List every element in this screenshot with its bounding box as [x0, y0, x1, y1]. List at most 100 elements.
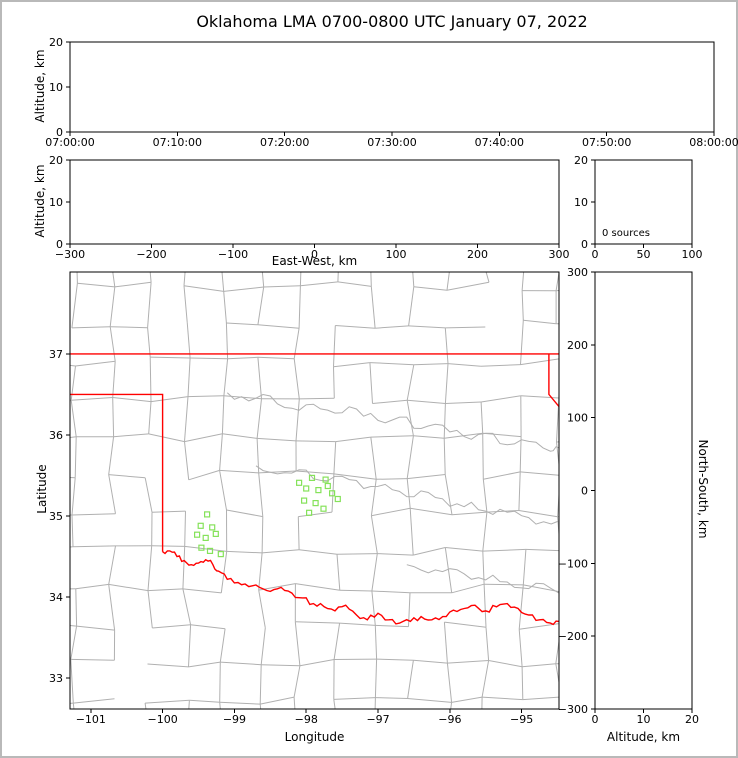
- plot-frame: [594, 159, 693, 245]
- x-tick-label: −300: [55, 248, 85, 261]
- x-tick-label: 100: [682, 248, 703, 261]
- y-tick-label: 200: [567, 339, 588, 352]
- altitude-histogram-plot: 0 50 100 0 10 20 0 sources: [574, 154, 703, 261]
- eastwest-xlabel: East-West, km: [271, 254, 358, 268]
- x-tick-label: −96: [438, 713, 461, 726]
- panel-time-altitude: 07:00:00 07:10:00 07:20:00 07:30:00 07:40:00…: [45, 36, 738, 149]
- y-tick-label: −100: [558, 557, 588, 570]
- source-marker: [315, 487, 322, 494]
- x-tick-label: −101: [76, 713, 106, 726]
- plot-frame: [69, 271, 560, 710]
- panel-altitude-histogram: 0 50 100 0 10 20 0 sources: [574, 154, 703, 261]
- panel-eastwest-altitude: −300 −200 −100 0 100 200 300 0 10 20: [49, 154, 570, 261]
- source-marker: [308, 474, 316, 481]
- source-marker: [217, 551, 224, 558]
- y-tick-label: 20: [49, 154, 63, 167]
- east-border: [548, 353, 559, 408]
- y-tick-label: −200: [558, 630, 588, 643]
- axis-ticks: −300 −200 −100 0 100 200 300 0 10 20: [49, 154, 570, 261]
- y-tick-label: 10: [574, 196, 588, 209]
- map-layers: [70, 272, 559, 709]
- plot-frame: [69, 41, 715, 133]
- axis-ticks: 0 10 20 300 200 100 0 −100 −200 −300: [558, 266, 699, 726]
- x-tick-label: 100: [386, 248, 407, 261]
- x-tick-label: 07:00:00: [45, 136, 94, 149]
- x-tick-label: 0: [592, 713, 599, 726]
- x-tick-label: 300: [549, 248, 570, 261]
- x-tick-label: −200: [136, 248, 166, 261]
- eastwest-altitude-ylabel: Altitude, km: [33, 164, 47, 238]
- county-lines: [70, 272, 559, 709]
- x-tick-label: −98: [295, 713, 318, 726]
- x-tick-label: −100: [148, 713, 178, 726]
- y-tick-label: 35: [49, 510, 63, 523]
- x-tick-label: 07:40:00: [475, 136, 524, 149]
- y-tick-label: 10: [49, 81, 63, 94]
- y-tick-label: 0: [581, 238, 588, 251]
- northsouth-xlabel: Altitude, km: [606, 730, 681, 744]
- source-marker: [296, 479, 303, 486]
- source-marker: [306, 509, 313, 516]
- x-tick-label: 0: [311, 248, 318, 261]
- y-tick-label: 36: [49, 429, 63, 442]
- state-border-lines: [70, 353, 559, 626]
- x-tick-label: 07:20:00: [260, 136, 309, 149]
- texas-panhandle-border: [70, 393, 164, 552]
- x-tick-label: 07:30:00: [367, 136, 416, 149]
- figure-title: Oklahoma LMA 0700-0800 UTC January 07, 2…: [196, 12, 588, 31]
- source-marker: [334, 495, 341, 503]
- x-tick-label: −95: [510, 713, 533, 726]
- y-tick-label: 0: [56, 238, 63, 251]
- x-tick-label: 10: [637, 713, 651, 726]
- northsouth-altitude-plot: 0 10 20 300 200 100 0 −100 −200 −300: [558, 266, 699, 726]
- y-tick-label: 0: [56, 126, 63, 139]
- y-tick-label: 10: [49, 196, 63, 209]
- source-marker: [324, 482, 331, 490]
- y-tick-label: −300: [558, 703, 588, 716]
- y-tick-label: 0: [581, 485, 588, 498]
- x-tick-label: 07:10:00: [153, 136, 202, 149]
- source-marker: [198, 544, 205, 551]
- x-tick-label: 200: [467, 248, 488, 261]
- x-tick-label: 20: [685, 713, 699, 726]
- map-xlabel: Longitude: [284, 730, 345, 744]
- source-marker: [206, 547, 214, 554]
- plan-view-map-plot: −101 −100 −99 −98 −97 −96 −95 33 34 35 36 37: [49, 271, 560, 726]
- y-tick-label: 20: [49, 36, 63, 49]
- source-marker: [303, 485, 310, 492]
- x-tick-label: 07:50:00: [582, 136, 631, 149]
- source-marker: [322, 476, 329, 483]
- source-count-annotation: 0 sources: [602, 228, 650, 239]
- northsouth-ylabel: North-South, km: [696, 439, 710, 539]
- source-marker: [202, 534, 209, 541]
- y-tick-label: 300: [567, 266, 588, 279]
- y-tick-label: 34: [49, 591, 63, 604]
- x-tick-label: 08:00:00: [689, 136, 738, 149]
- time-altitude-plot: 07:00:00 07:10:00 07:20:00 07:30:00 07:40:00…: [45, 36, 738, 149]
- source-marker: [193, 531, 201, 538]
- time-altitude-ylabel: Altitude, km: [33, 49, 47, 123]
- eastwest-altitude-plot: −300 −200 −100 0 100 200 300 0 10 20: [49, 154, 570, 261]
- x-tick-label: −97: [366, 713, 389, 726]
- x-tick-label: −100: [218, 248, 248, 261]
- y-tick-label: 20: [574, 154, 588, 167]
- axis-ticks: 0 50 100 0 10 20: [574, 154, 703, 261]
- river-lines: [226, 392, 559, 594]
- x-tick-label: 50: [637, 248, 651, 261]
- source-marker: [329, 490, 336, 497]
- axis-ticks: −101 −100 −99 −98 −97 −96 −95 33 34 35 36 37: [49, 348, 533, 726]
- plot-frame: [594, 271, 693, 710]
- source-marker: [197, 522, 204, 529]
- source-marker: [320, 505, 327, 512]
- plot-frame: [69, 159, 560, 245]
- x-tick-label: −99: [223, 713, 246, 726]
- axis-ticks: 07:00:00 07:10:00 07:20:00 07:30:00 07:40:00…: [45, 36, 738, 149]
- x-tick-label: 0: [592, 248, 599, 261]
- y-tick-label: 100: [567, 412, 588, 425]
- y-tick-label: 37: [49, 348, 63, 361]
- map-ylabel: Latitude: [35, 464, 49, 514]
- source-marker: [204, 511, 211, 518]
- red-river-border: [162, 550, 559, 626]
- lma-source-markers: [193, 474, 341, 558]
